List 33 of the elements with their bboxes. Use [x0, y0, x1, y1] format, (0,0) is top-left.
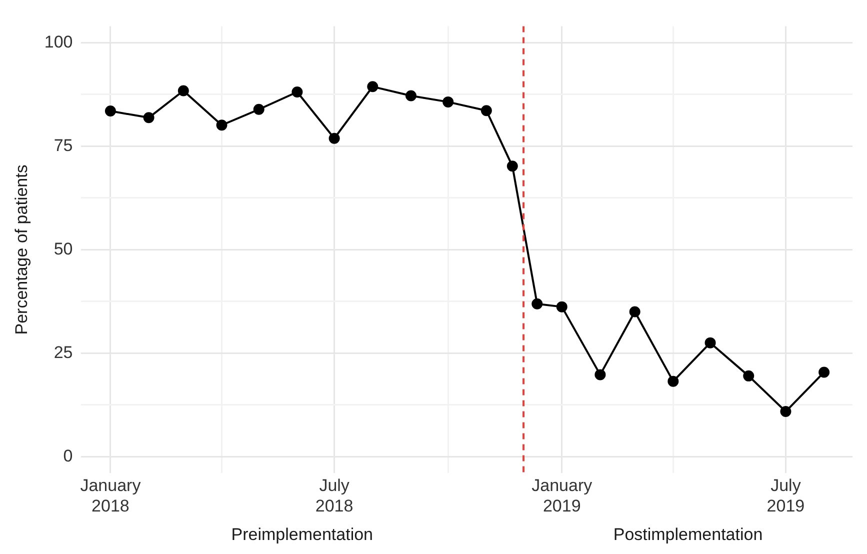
point — [253, 104, 264, 115]
point — [532, 298, 543, 310]
y-tick-label: 0 — [63, 446, 73, 466]
point — [143, 112, 154, 124]
point — [594, 369, 606, 380]
point — [780, 406, 792, 418]
point — [328, 132, 340, 144]
point — [178, 85, 189, 96]
y-tick-label: 75 — [54, 136, 73, 155]
text: Postimplementation — [613, 525, 763, 544]
x-tick-label: January 2019 — [532, 476, 593, 516]
point — [818, 366, 830, 378]
text: Preimplementation — [231, 525, 374, 544]
x-tick-label: July 2018 — [315, 476, 354, 516]
point — [480, 105, 492, 116]
x-tick-label: July 2019 — [766, 476, 805, 516]
point — [292, 86, 303, 98]
point — [442, 96, 454, 108]
point — [104, 106, 116, 117]
point — [629, 306, 640, 318]
point — [367, 81, 378, 92]
x-tick-label: January 2018 — [80, 476, 142, 516]
y-tick-label: 100 — [44, 32, 73, 52]
y-tick-label: 25 — [54, 342, 73, 362]
point — [668, 376, 679, 387]
y-axis-title: Percentage of patients — [12, 164, 31, 335]
point — [405, 90, 416, 102]
point — [216, 120, 228, 131]
y-tick-label: 50 — [54, 239, 73, 258]
point — [743, 370, 754, 382]
point — [506, 160, 518, 172]
point — [556, 301, 568, 312]
point — [704, 337, 716, 348]
